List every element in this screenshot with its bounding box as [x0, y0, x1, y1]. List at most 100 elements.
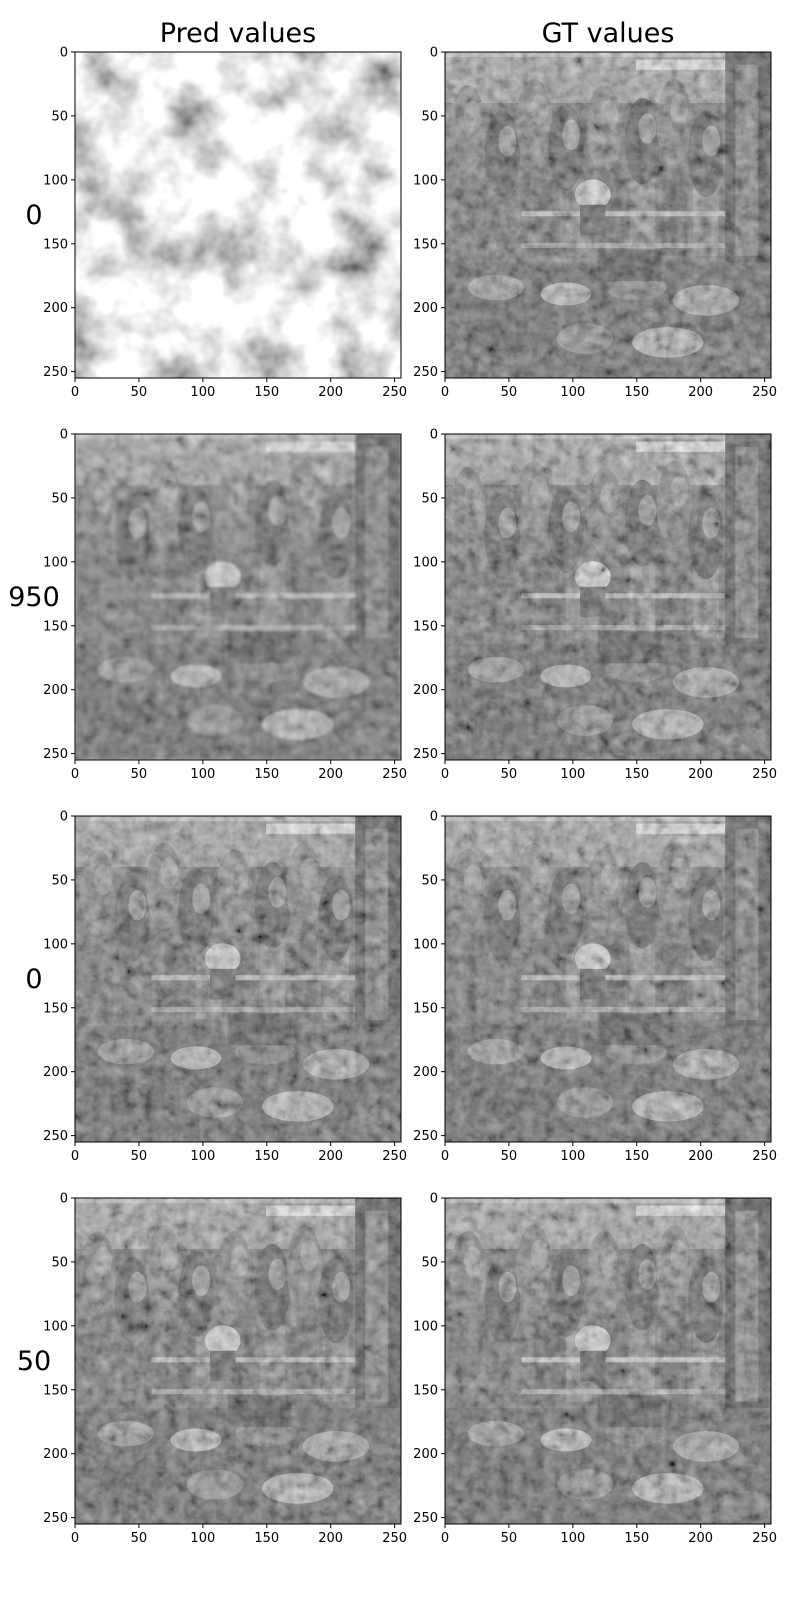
y-tick-label: 100: [413, 937, 438, 952]
y-tick-label: 50: [421, 873, 438, 888]
x-tick-label: 250: [752, 1149, 777, 1164]
x-tick-label: 250: [752, 385, 777, 400]
row-label: 0: [25, 200, 42, 231]
y-tick-label: 200: [43, 1447, 68, 1462]
x-tick-label: 200: [318, 385, 343, 400]
x-tick-label: 100: [560, 767, 585, 782]
x-tick-label: 100: [190, 767, 215, 782]
x-tick-label: 250: [382, 1531, 407, 1546]
x-tick-label: 100: [190, 1531, 215, 1546]
x-tick-label: 0: [71, 767, 79, 782]
y-tick-label: 100: [43, 555, 68, 570]
x-tick-label: 50: [501, 385, 518, 400]
axes-frame: [444, 815, 772, 1143]
y-tick-label: 150: [43, 1001, 68, 1016]
y-tick-label: 200: [413, 301, 438, 316]
x-tick-label: 200: [318, 767, 343, 782]
x-tick-label: 0: [441, 1531, 449, 1546]
x-tick-label: 50: [501, 767, 518, 782]
x-tick-label: 200: [318, 1149, 343, 1164]
image-gt: [445, 52, 771, 378]
y-tick-label: 0: [430, 428, 438, 443]
x-tick-label: 150: [624, 1531, 649, 1546]
y-tick-label: 200: [413, 1447, 438, 1462]
y-tick-label: 0: [430, 46, 438, 61]
x-tick-label: 50: [501, 1149, 518, 1164]
x-tick-label: 50: [131, 1149, 148, 1164]
y-tick-label: 100: [43, 937, 68, 952]
y-tick-label: 200: [413, 1065, 438, 1080]
y-tick-label: 150: [413, 237, 438, 252]
y-tick-label: 250: [43, 365, 68, 380]
x-tick-label: 150: [254, 1531, 279, 1546]
y-tick-label: 50: [421, 109, 438, 124]
x-tick-label: 0: [71, 1531, 79, 1546]
y-tick-label: 0: [60, 428, 68, 443]
x-tick-label: 100: [190, 385, 215, 400]
x-tick-label: 250: [752, 767, 777, 782]
y-tick-label: 250: [43, 1511, 68, 1526]
x-tick-label: 150: [254, 1149, 279, 1164]
image-gt: [445, 816, 771, 1142]
x-tick-label: 50: [501, 1531, 518, 1546]
axes-frame: [444, 1197, 772, 1525]
y-tick-label: 100: [43, 1319, 68, 1334]
y-tick-label: 250: [43, 747, 68, 762]
x-tick-label: 100: [190, 1149, 215, 1164]
y-tick-label: 200: [43, 1065, 68, 1080]
y-tick-label: 100: [413, 173, 438, 188]
x-tick-label: 50: [131, 1531, 148, 1546]
image-pred: [75, 816, 401, 1142]
y-tick-label: 50: [51, 873, 68, 888]
row-label: 50: [17, 1346, 51, 1377]
y-tick-label: 50: [51, 1255, 68, 1270]
y-tick-label: 100: [413, 1319, 438, 1334]
y-tick-label: 250: [413, 365, 438, 380]
image-pred: [75, 1198, 401, 1524]
row-label: 0: [25, 964, 42, 995]
row-labels: 0 950 0 50: [8, 200, 60, 1377]
x-tick-label: 0: [71, 1149, 79, 1164]
y-tick-label: 150: [413, 1001, 438, 1016]
x-tick-label: 0: [441, 767, 449, 782]
x-tick-label: 150: [624, 1149, 649, 1164]
y-tick-label: 50: [421, 491, 438, 506]
axes-frame: [74, 815, 402, 1143]
y-tick-label: 200: [43, 301, 68, 316]
column-titles: Pred values GT values: [160, 18, 675, 49]
x-tick-label: 150: [254, 385, 279, 400]
x-tick-label: 0: [441, 385, 449, 400]
image-gt: [445, 434, 771, 760]
y-tick-label: 50: [51, 109, 68, 124]
x-tick-label: 200: [688, 385, 713, 400]
axes-frame: [444, 433, 772, 761]
y-tick-label: 150: [43, 1383, 68, 1398]
x-tick-label: 100: [560, 385, 585, 400]
y-tick-label: 150: [43, 619, 68, 634]
x-tick-label: 200: [688, 767, 713, 782]
x-tick-label: 0: [71, 385, 79, 400]
y-tick-label: 0: [60, 1192, 68, 1207]
column-title-pred: Pred values: [160, 18, 316, 49]
image-pred: [75, 434, 401, 760]
y-tick-label: 250: [413, 1129, 438, 1144]
x-tick-label: 200: [318, 1531, 343, 1546]
y-tick-label: 150: [43, 237, 68, 252]
x-tick-label: 50: [131, 767, 148, 782]
y-tick-label: 50: [51, 491, 68, 506]
x-tick-label: 250: [382, 385, 407, 400]
y-tick-label: 250: [43, 1129, 68, 1144]
y-tick-label: 0: [60, 810, 68, 825]
x-tick-label: 150: [624, 385, 649, 400]
y-tick-label: 250: [413, 1511, 438, 1526]
image-pred: [75, 52, 401, 378]
row-label: 950: [8, 582, 60, 613]
